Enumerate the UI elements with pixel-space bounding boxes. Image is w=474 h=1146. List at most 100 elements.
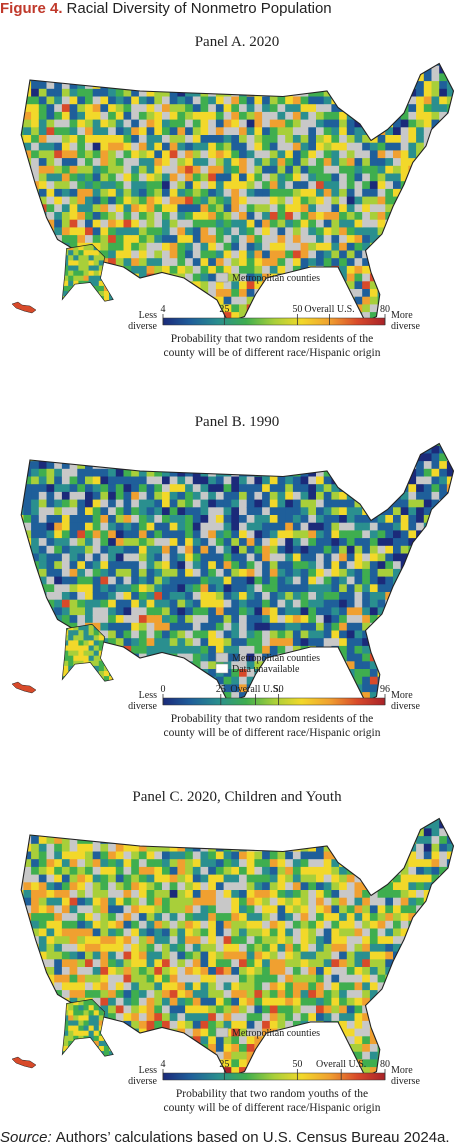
county-cell <box>78 255 84 261</box>
county-cell <box>223 165 232 174</box>
county-cell <box>455 461 463 469</box>
county-cell <box>93 660 100 667</box>
county-cell <box>68 655 74 662</box>
county-cell <box>215 119 225 128</box>
county-cell <box>400 73 409 82</box>
county-cell <box>131 592 140 601</box>
county-cell <box>192 443 201 447</box>
county-cell <box>423 568 432 578</box>
county-cell <box>431 104 440 113</box>
county-cell <box>416 173 425 182</box>
county-cell <box>23 615 32 624</box>
county-cell <box>339 235 348 244</box>
county-cell <box>331 158 340 167</box>
county-cell <box>69 73 78 82</box>
county-cell <box>85 599 94 608</box>
county-cell <box>85 1051 94 1060</box>
county-cell <box>108 545 117 554</box>
county-cell <box>69 576 78 585</box>
county-cell <box>393 468 402 477</box>
county-cell <box>300 158 309 167</box>
county-cell <box>85 538 94 547</box>
county-cell <box>362 73 371 82</box>
county-cell <box>208 553 217 562</box>
county-cell <box>54 905 63 914</box>
county-cell <box>300 212 309 221</box>
county-cell <box>285 622 294 631</box>
county-cell <box>84 301 89 306</box>
county-cell <box>292 584 302 593</box>
county-cell <box>8 646 16 654</box>
county-cell <box>8 158 16 166</box>
county-cell <box>416 622 425 631</box>
county-cell <box>200 545 209 554</box>
county-cell <box>177 150 186 159</box>
county-cell <box>354 73 363 82</box>
county-cell <box>154 235 163 244</box>
county-cell <box>331 553 340 562</box>
county-cell <box>231 204 240 213</box>
county-cell <box>146 104 155 113</box>
county-cell <box>146 622 155 631</box>
county-cell <box>85 96 94 105</box>
county-cell <box>431 538 440 547</box>
county-cell <box>192 453 201 462</box>
county-cell <box>114 271 119 276</box>
scale-tick-label: 96 <box>380 684 390 695</box>
county-cell <box>146 538 155 547</box>
county-cell <box>100 522 109 531</box>
county-cell <box>285 63 294 67</box>
county-cell <box>377 653 386 662</box>
county-cell <box>277 227 286 236</box>
county-cell <box>439 692 448 701</box>
county-cell <box>416 561 425 570</box>
county-cell <box>177 212 186 221</box>
county-cell <box>269 507 278 516</box>
county-cell <box>23 491 32 501</box>
county-cell <box>115 507 124 516</box>
county-cell <box>362 561 371 570</box>
county-cell <box>85 445 94 454</box>
county-cell <box>61 897 71 906</box>
county-cell <box>269 73 278 82</box>
county-cell <box>61 538 71 547</box>
county-cell <box>346 568 355 578</box>
county-cell <box>231 227 240 236</box>
county-cell <box>339 599 348 608</box>
county-cell <box>83 255 89 261</box>
county-cell <box>331 135 340 144</box>
county-cell <box>423 219 432 228</box>
county-cell <box>192 630 201 639</box>
county-cell <box>93 270 100 277</box>
county-cell <box>377 242 386 251</box>
county-cell <box>316 522 325 531</box>
county-cell <box>38 622 47 631</box>
county-cell <box>192 258 201 267</box>
county-cell <box>231 484 240 493</box>
county-cell <box>108 443 117 447</box>
county-cell <box>8 204 16 212</box>
county-cell <box>362 684 371 693</box>
county-cell <box>200 304 209 313</box>
county-cell <box>285 553 294 562</box>
county-cell <box>85 967 94 976</box>
county-cell <box>254 515 263 524</box>
county-cell <box>354 181 363 190</box>
county-cell <box>354 65 363 74</box>
county-cell <box>177 645 186 655</box>
county-cell <box>239 142 248 151</box>
county-cell <box>223 584 232 593</box>
county-cell <box>393 81 402 90</box>
county-cell <box>185 599 194 608</box>
county-cell <box>346 281 355 290</box>
county-cell <box>154 653 163 662</box>
county-cell <box>8 150 16 158</box>
county-cell <box>369 507 379 516</box>
county-cell <box>92 111 101 121</box>
county-cell <box>108 982 117 991</box>
county-cell <box>31 196 40 205</box>
county-cell <box>23 104 32 113</box>
county-cell <box>162 468 171 477</box>
county-cell <box>123 568 132 578</box>
county-cell <box>131 661 140 670</box>
